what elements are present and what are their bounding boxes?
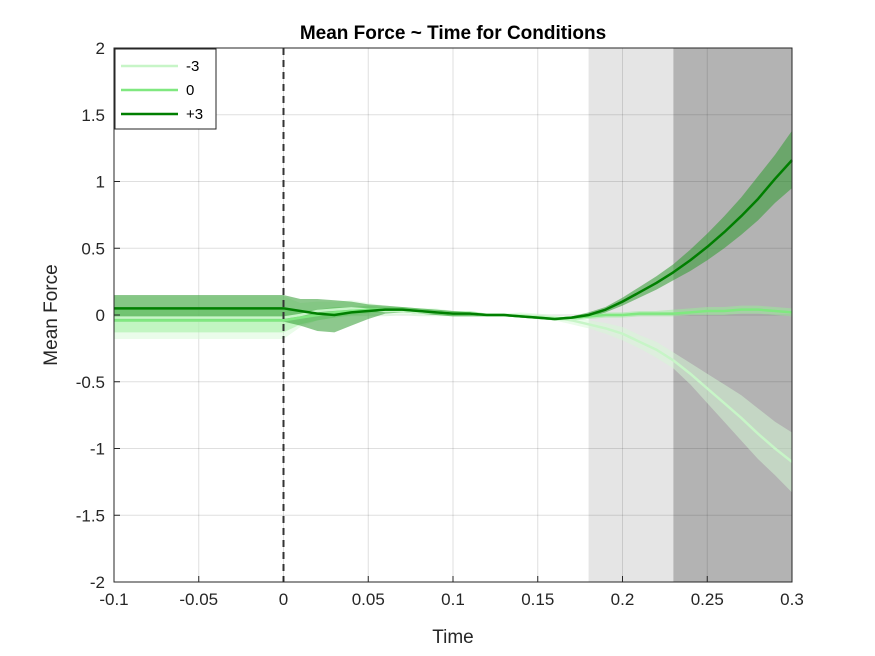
x-tick-label: 0.2 (611, 590, 635, 609)
y-tick-label: -1 (90, 440, 105, 459)
x-tick-label: 0.25 (691, 590, 724, 609)
legend: -3 0 +3 (114, 48, 217, 130)
x-tick-label: 0.3 (780, 590, 804, 609)
y-tick-label: -2 (90, 573, 105, 592)
y-tick-label: 1 (96, 173, 105, 192)
line-series-1 (114, 307, 793, 463)
y-tick-label: 2 (96, 39, 105, 58)
x-tick-label: -0.05 (179, 590, 218, 609)
x-tick-label: 0 (279, 590, 288, 609)
y-tick-label: 1.5 (81, 106, 105, 125)
legend-label: -3 (186, 58, 199, 75)
x-tick-label: -0.1 (99, 590, 128, 609)
y-tick-label: -1.5 (76, 506, 105, 525)
legend-label: +3 (186, 106, 203, 123)
x-tick-label: 0.15 (521, 590, 554, 609)
y-tick-label: 0.5 (81, 239, 105, 258)
x-tick-label: 0.05 (352, 590, 385, 609)
y-tick-label: 0 (96, 306, 105, 325)
x-tick-label: 0.1 (441, 590, 465, 609)
x-axis-ticks: -0.1 -0.05 0 0.05 0.1 0.15 0.2 0.25 0.3 (99, 576, 804, 609)
y-axis-ticks: -2 -1.5 -1 -0.5 0 0.5 1 1.5 2 (76, 39, 120, 592)
chart-title: Mean Force ~ Time for Conditions (300, 23, 606, 44)
line-series-3 (114, 159, 793, 321)
x-axis-title: Time (432, 627, 474, 648)
series-lines (114, 159, 793, 463)
legend-label: 0 (186, 82, 194, 99)
band-series-3 (114, 130, 792, 333)
y-axis-title: Mean Force (41, 264, 62, 365)
y-tick-label: -0.5 (76, 373, 105, 392)
